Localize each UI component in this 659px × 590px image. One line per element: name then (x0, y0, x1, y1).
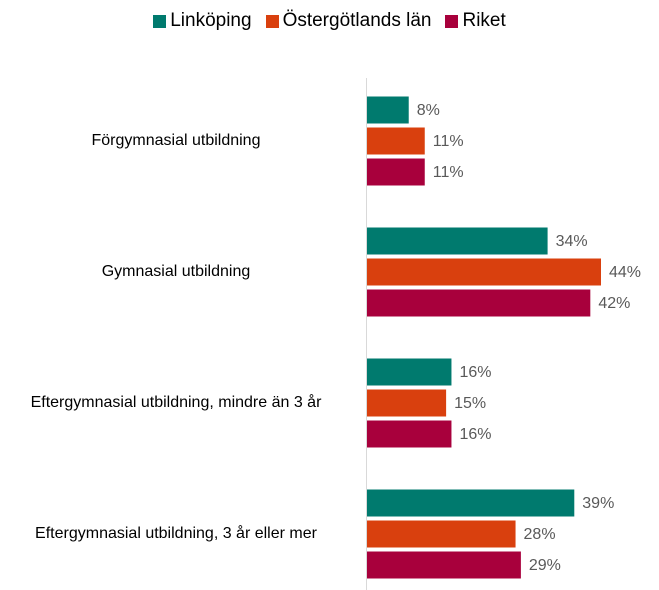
bar (367, 96, 409, 124)
bar (367, 127, 425, 155)
bar (367, 420, 452, 448)
value-label: 16% (459, 364, 491, 381)
bar (367, 489, 575, 517)
value-label: 29% (529, 557, 561, 574)
value-label: 8% (417, 102, 440, 119)
legend-swatch (445, 14, 459, 28)
legend-item: Linköping (153, 10, 252, 32)
legend-label: Linköping (170, 10, 252, 31)
legend-swatch (153, 14, 167, 28)
legend-item: Östergötlands län (265, 10, 432, 32)
bar (367, 158, 425, 186)
bar (367, 389, 447, 417)
value-label: 44% (609, 264, 641, 281)
legend-label: Riket (462, 10, 506, 31)
value-label: 15% (454, 395, 486, 412)
value-label: 11% (433, 133, 464, 150)
bar (367, 551, 521, 579)
value-label: 34% (556, 233, 588, 250)
category-label: Gymnasial utbildning (101, 263, 251, 280)
category-label: Eftergymnasial utbildning, mindre än 3 å… (30, 394, 322, 411)
bar (367, 289, 591, 317)
bar (367, 227, 548, 255)
value-label: 42% (598, 295, 630, 312)
value-label: 11% (433, 164, 464, 181)
legend: Linköping Östergötlands län Riket (0, 10, 659, 32)
bar (367, 358, 452, 386)
bar (367, 520, 516, 548)
value-label: 16% (459, 426, 491, 443)
value-label: 28% (524, 526, 556, 543)
legend-item: Riket (445, 10, 506, 32)
legend-swatch (265, 14, 279, 28)
legend-label: Östergötlands län (282, 10, 432, 31)
category-label: Förgymnasial utbildning (91, 132, 261, 149)
category-label: Eftergymnasial utbildning, 3 år eller me… (35, 525, 317, 542)
bar (367, 258, 601, 286)
value-label: 39% (582, 495, 614, 512)
